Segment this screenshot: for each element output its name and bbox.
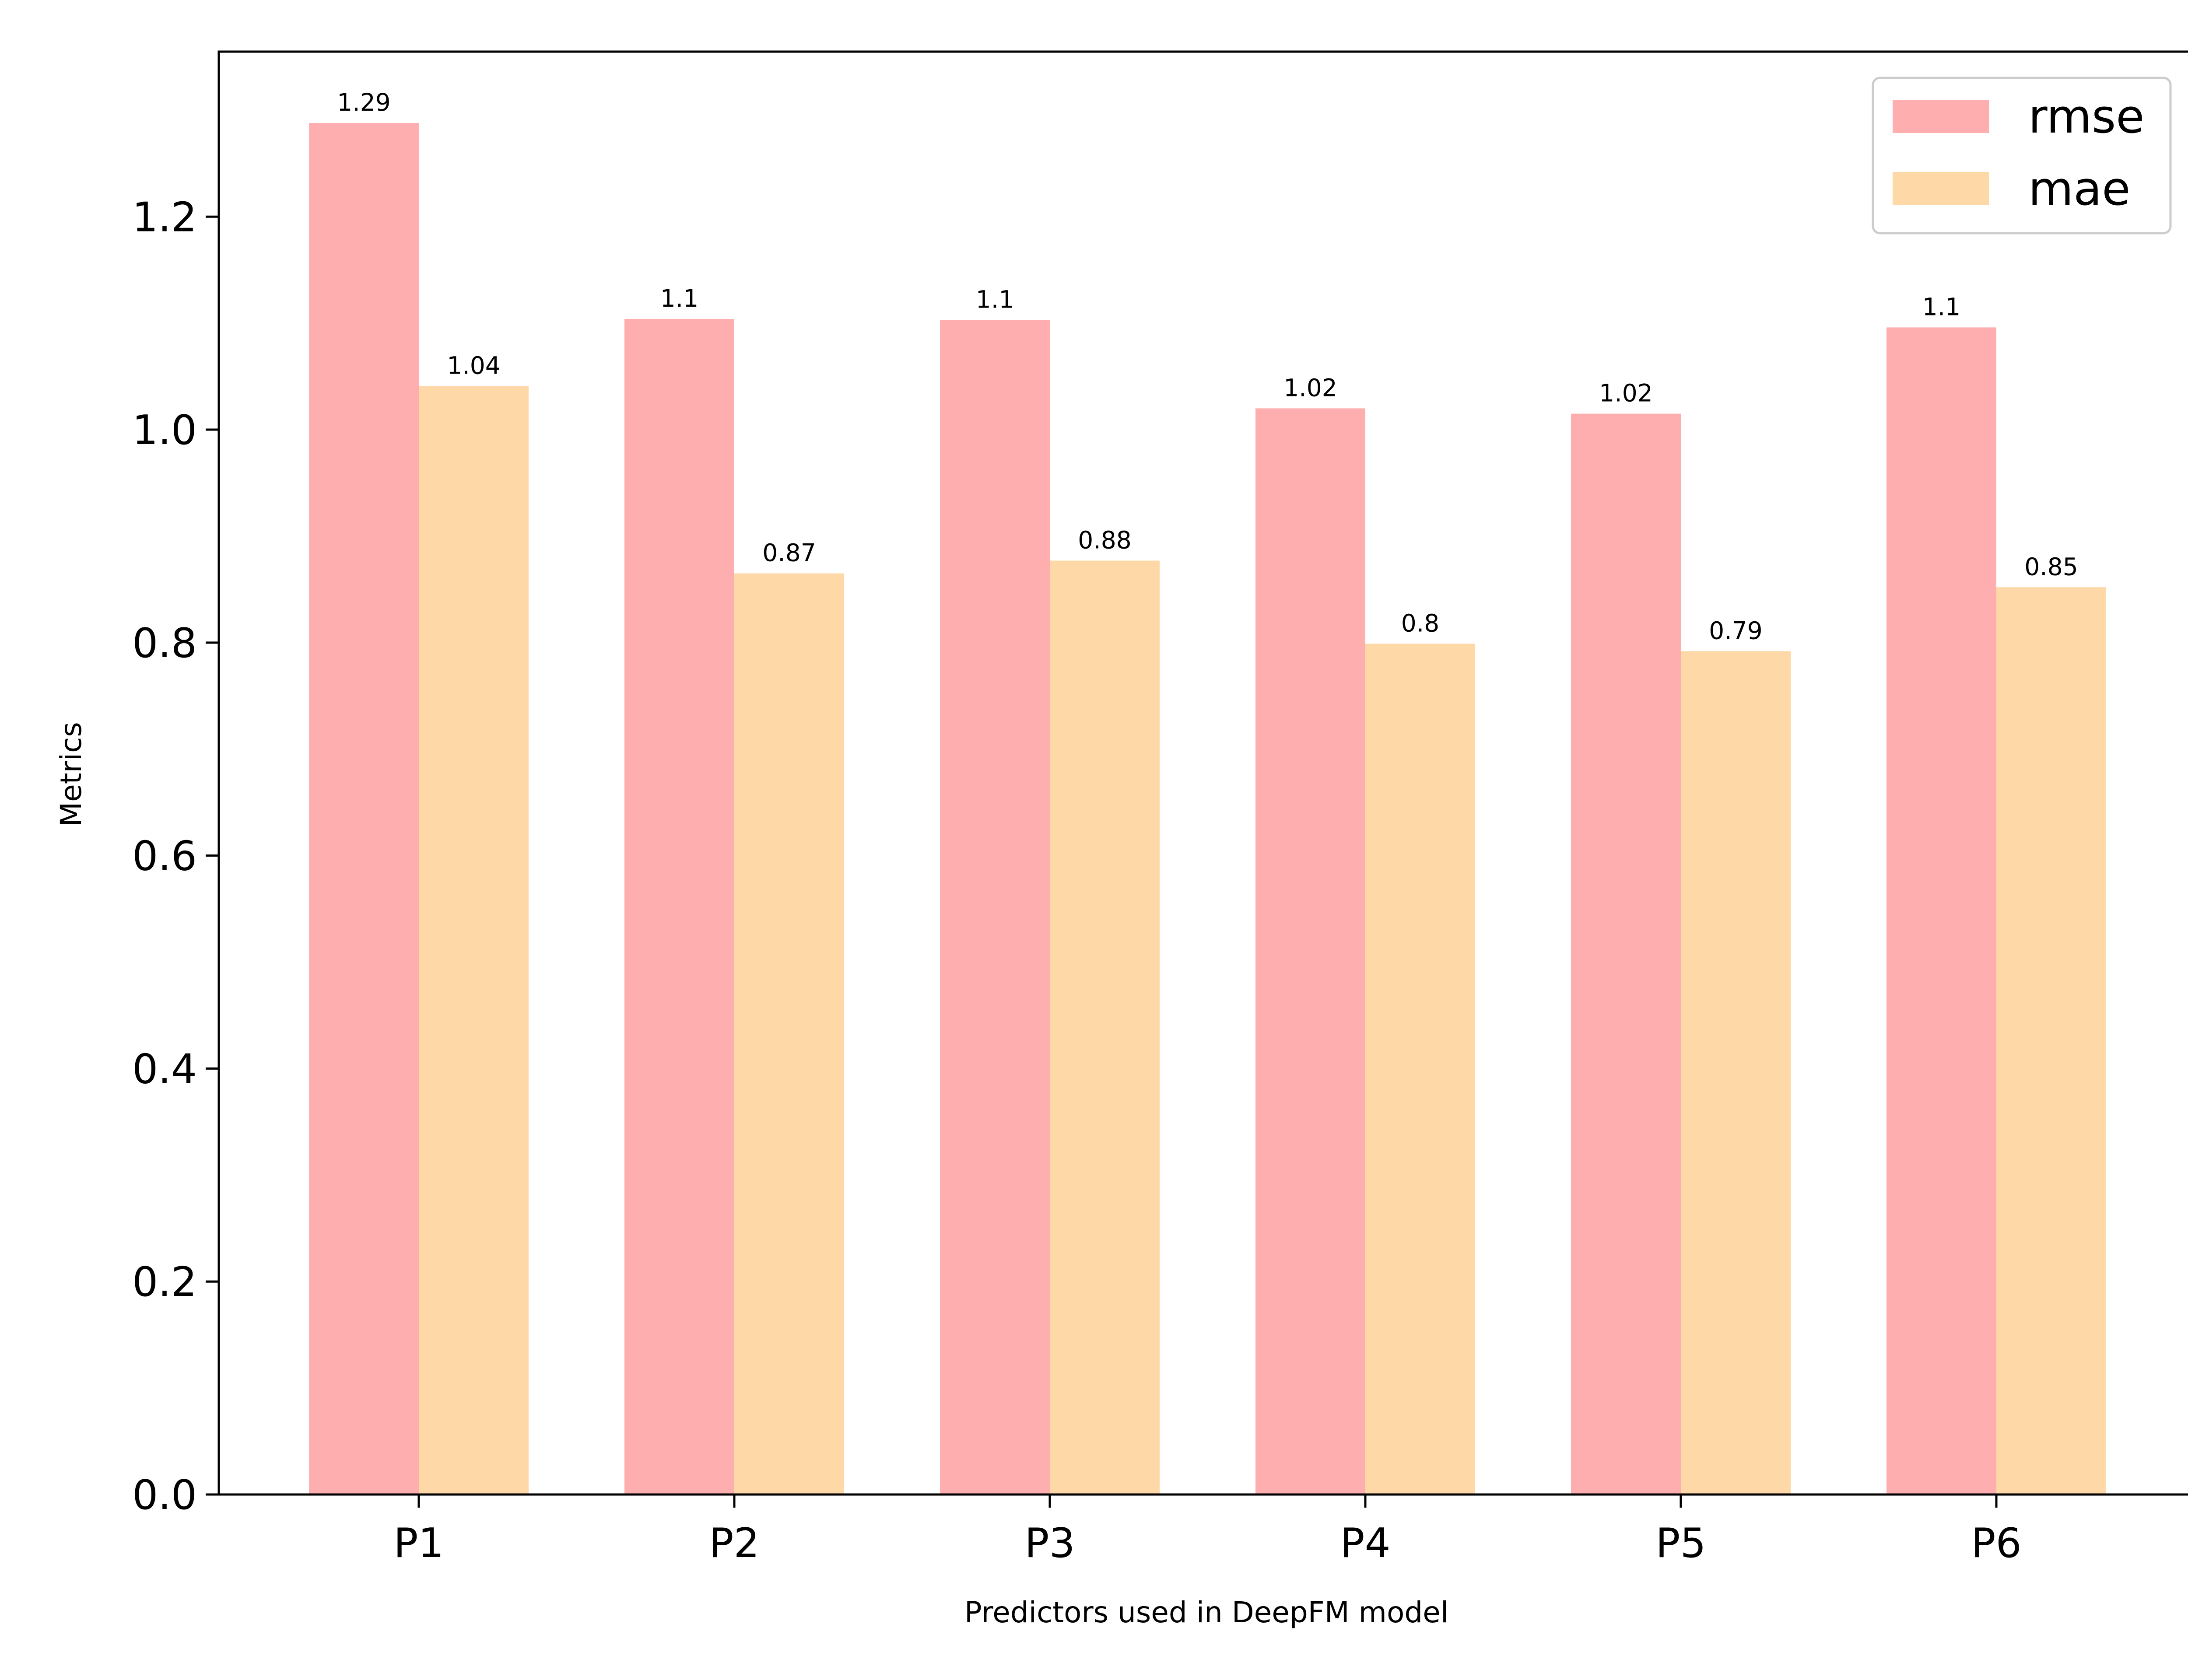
bar-mae-p3: [1050, 560, 1160, 1494]
legend: rmse mae: [1872, 77, 2172, 234]
bar-rmse-p5: [1571, 413, 1681, 1494]
x-tick-label-p1: P1: [393, 1519, 444, 1567]
bar-label-rmse-p2: 1.1: [660, 284, 698, 312]
bar-mae-p2: [734, 573, 844, 1494]
bar-rmse-p4: [1255, 408, 1365, 1495]
plot-frame: [217, 50, 2188, 1496]
x-tick-label-p6: P6: [1971, 1519, 2021, 1567]
y-axis: 0.0 0.2 0.4 0.6 0.8 1.0 1.2: [132, 193, 219, 1519]
x-axis-title: Predictors used in DeepFM model: [964, 1596, 1448, 1629]
y-tick-label: 0.6: [132, 833, 197, 880]
bar-rmse-p1: [309, 123, 419, 1495]
y-tick-label: 0.2: [132, 1258, 197, 1306]
y-tick-label: 0.8: [132, 620, 197, 667]
legend-label-mae: mae: [2028, 162, 2130, 216]
bar-mae-p1: [419, 386, 529, 1494]
bar-label-rmse-p3: 1.1: [976, 285, 1014, 313]
bar-rmse-p6: [1886, 327, 1996, 1495]
y-axis-title: Metrics: [54, 722, 88, 827]
bar-label-mae-p5: 0.79: [1709, 616, 1762, 644]
bar-label-mae-p1: 1.04: [447, 351, 500, 379]
x-tick-label-p5: P5: [1655, 1519, 1706, 1567]
bar-mae-p6: [1996, 587, 2106, 1495]
bar-labels-layer: 1.29 1.1 1.1 1.02 1.02 1.1 1.04 0.87 0.88 0.8 0.79…: [337, 88, 2078, 644]
legend-swatch-rmse: [1893, 100, 1989, 133]
bar-label-mae-p4: 0.8: [1401, 609, 1439, 637]
bar-mae-p5: [1681, 651, 1791, 1494]
y-tick-label: 0.4: [132, 1045, 197, 1092]
x-tick-label-p2: P2: [709, 1519, 759, 1567]
bar-label-rmse-p6: 1.1: [1922, 293, 1960, 321]
y-tick-label: 0.0: [132, 1471, 197, 1519]
legend-swatch-mae: [1893, 172, 1989, 205]
bar-label-mae-p3: 0.88: [1078, 526, 1131, 554]
bars-layer: [309, 123, 2106, 1495]
bar-label-mae-p2: 0.87: [762, 539, 816, 567]
bar-label-rmse-p4: 1.02: [1283, 374, 1337, 402]
bar-label-rmse-p5: 1.02: [1599, 379, 1652, 407]
bar-label-mae-p6: 0.85: [2024, 553, 2078, 581]
bar-label-rmse-p1: 1.29: [337, 88, 390, 116]
legend-label-rmse: rmse: [2028, 90, 2144, 144]
y-tick-label: 1.0: [132, 406, 197, 454]
x-axis: P1 P2 P3 P4 P5 P6: [393, 1494, 2022, 1567]
bar-rmse-p3: [940, 320, 1050, 1494]
x-tick-label-p3: P3: [1024, 1519, 1075, 1567]
bar-mae-p4: [1365, 644, 1475, 1494]
y-tick-label: 1.2: [132, 193, 197, 241]
x-tick-label-p4: P4: [1340, 1519, 1390, 1567]
bar-rmse-p2: [624, 318, 734, 1495]
